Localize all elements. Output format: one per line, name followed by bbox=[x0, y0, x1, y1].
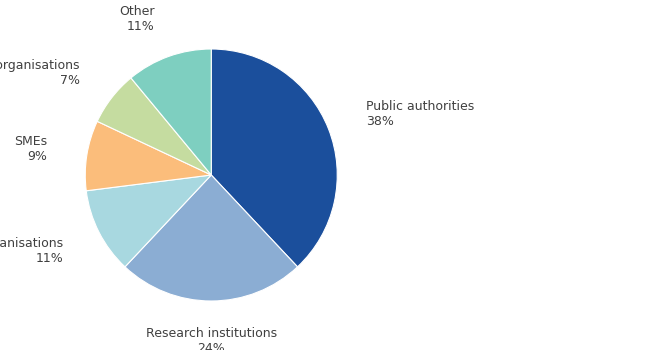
Text: SMEs
9%: SMEs 9% bbox=[14, 135, 47, 163]
Wedge shape bbox=[131, 49, 211, 175]
Text: Research institutions
24%: Research institutions 24% bbox=[146, 327, 277, 350]
Wedge shape bbox=[86, 175, 211, 267]
Wedge shape bbox=[211, 49, 337, 267]
Wedge shape bbox=[125, 175, 298, 301]
Text: Civil society organisations
7%: Civil society organisations 7% bbox=[0, 59, 80, 87]
Text: Public authorities
38%: Public authorities 38% bbox=[366, 100, 474, 128]
Wedge shape bbox=[85, 121, 211, 191]
Wedge shape bbox=[98, 78, 211, 175]
Text: Other
11%: Other 11% bbox=[120, 5, 155, 33]
Text: Business support organisations
11%: Business support organisations 11% bbox=[0, 237, 63, 265]
